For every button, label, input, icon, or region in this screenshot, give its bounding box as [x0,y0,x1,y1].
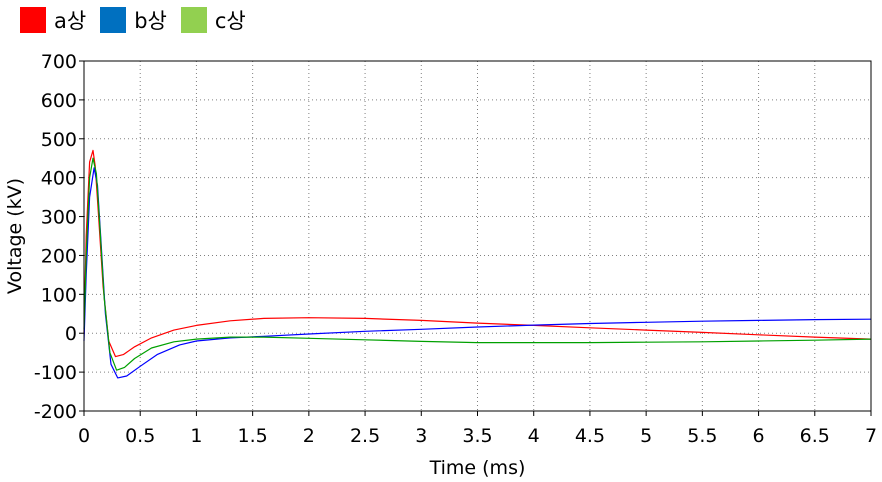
legend-swatch-b [100,7,127,33]
x-axis-title: Time (ms) [429,457,526,479]
y-tick-label: -100 [34,362,77,384]
legend-item-c[interactable]: c상 [180,5,246,35]
x-tick-label: 1 [190,425,202,447]
legend-label-a: a상 [54,9,87,33]
legend-swatch-c [180,7,207,33]
y-tick-label: 300 [41,207,77,229]
legend-swatch-a [20,7,46,33]
y-tick-label: 500 [41,129,77,151]
x-tick-label: 1.5 [238,425,268,447]
y-axis-title: Voltage (kV) [4,178,26,294]
plot-series [83,149,872,379]
y-tick-label: -200 [34,401,77,423]
grid [84,61,871,411]
legend-item-a[interactable]: a상 [20,5,86,35]
x-tick-label: 5 [640,425,652,447]
x-tick-label: 0.5 [125,425,155,447]
series-line-a [83,149,872,358]
y-tick-label: 200 [41,245,77,267]
x-tick-label: 3 [415,425,427,447]
x-tick-label: 0 [78,425,90,447]
legend-label-c: c상 [214,9,246,33]
y-tick-label: 700 [41,51,77,73]
y-axis-ticks: -200 -100 0 100 200 300 400 500 600 700 [34,51,84,423]
y-tick-label: 600 [41,90,77,112]
x-tick-label: 6.5 [800,425,830,447]
y-tick-label: 0 [65,323,77,345]
x-tick-label: 4.5 [575,425,605,447]
x-tick-label: 3.5 [462,425,492,447]
series-line-b [83,167,872,379]
legend-label-b: b상 [134,9,167,33]
x-axis-ticks: 0 0.5 1 1.5 2 2.5 3 3.5 4 4.5 5 5.5 6 6.5 7 [78,411,877,447]
y-tick-label: 100 [41,284,77,306]
x-tick-label: 2 [303,425,315,447]
x-tick-label: 7 [865,425,877,447]
x-tick-label: 5.5 [687,425,717,447]
x-tick-label: 2.5 [350,425,380,447]
x-tick-label: 4 [528,425,540,447]
y-tick-label: 400 [41,168,77,190]
legend-item-b[interactable]: b상 [100,5,167,35]
x-tick-label: 6 [753,425,765,447]
series-line-c [83,157,872,371]
legend: a상 b상 c상 [20,4,246,36]
